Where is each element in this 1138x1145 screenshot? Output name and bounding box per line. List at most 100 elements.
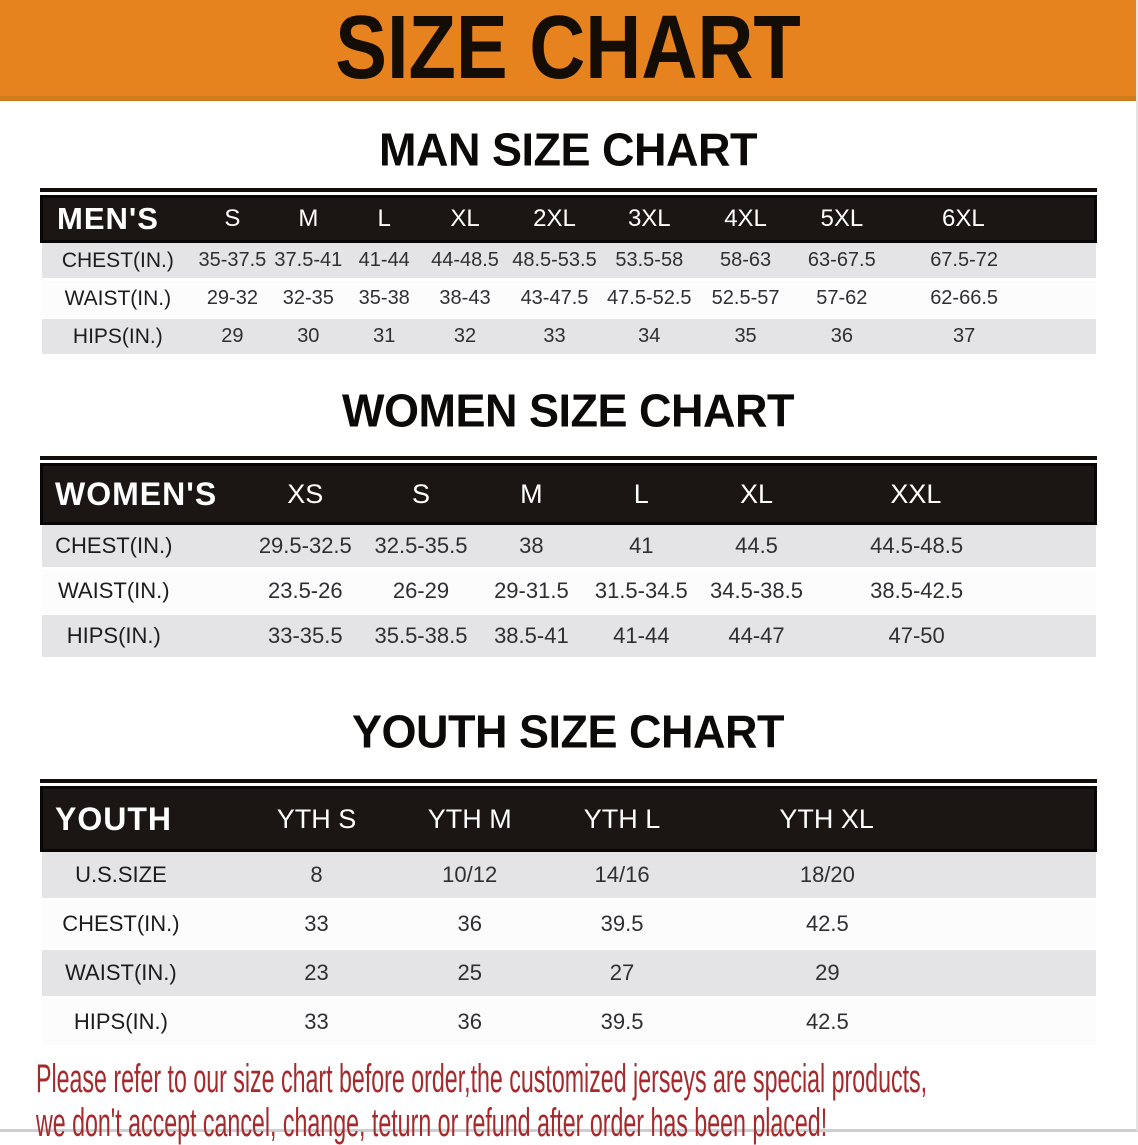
size-value-cell: 29-31.5 (476, 567, 587, 614)
youth-section-heading: YOUTH SIZE CHART (351, 704, 785, 758)
size-column-header: XS (245, 463, 366, 525)
measurement-row: HIPS(IN.) 29 30 31 32 33 34 35 36 37 (41, 316, 1096, 354)
youth-size-table: YOUTH YTH S YTH M YTH L YTH XL U.S.SIZE 8 10/12… (40, 786, 1098, 1045)
size-value-cell: 42.5 (698, 996, 1096, 1045)
size-value-cell: 44.5-48.5 (816, 522, 1096, 569)
measurement-row-label: WAIST(IN.) (41, 278, 195, 318)
size-value-cell: 47-50 (816, 612, 1096, 657)
measurement-row: CHEST(IN.) 33 36 39.5 42.5 (41, 898, 1096, 949)
size-column-header: S (365, 463, 477, 525)
size-value-cell: 34.5-38.5 (696, 567, 817, 614)
measurement-row: WAIST(IN.) 23.5-26 26-29 29-31.5 31.5-34.5 34… (41, 567, 1096, 614)
men-section-heading: MAN SIZE CHART (379, 122, 757, 176)
table-corner-label: YOUTH (40, 786, 240, 852)
women-section-heading: WOMEN SIZE CHART (342, 383, 794, 437)
size-value-cell: 33 (239, 898, 394, 949)
women-size-table-wrap: WOMEN'S XS S M L XL XXL CHEST(IN.) 29.5-32.5 32.5… (40, 456, 1097, 657)
size-value-cell: 58-63 (697, 240, 794, 280)
order-disclaimer: Please refer to our size chart before or… (0, 1057, 1136, 1145)
size-value-cell: 36 (793, 316, 890, 354)
measurement-row-label: CHEST(IN.) (41, 522, 246, 569)
size-value-cell: 41-44 (346, 240, 423, 280)
size-value-cell: 25 (393, 947, 546, 998)
size-value-cell: 57-62 (793, 278, 890, 318)
measurement-row-label: HIPS(IN.) (41, 996, 240, 1045)
size-value-cell: 44-47 (696, 612, 817, 657)
measurement-row-label: HIPS(IN.) (41, 612, 246, 657)
size-value-cell: 29-32 (194, 278, 271, 318)
size-value-cell: 48.5-53.5 (507, 240, 602, 280)
size-value-cell: 23.5-26 (245, 567, 366, 614)
size-value-cell: 31.5-34.5 (586, 567, 697, 614)
measurement-row: HIPS(IN.) 33-35.5 35.5-38.5 38.5-41 41-44 44-… (41, 612, 1096, 657)
size-value-cell: 36 (393, 996, 546, 1045)
size-value-cell: 43-47.5 (507, 278, 602, 318)
measurement-row-label: WAIST(IN.) (41, 567, 246, 614)
size-column-header: M (476, 463, 587, 525)
size-column-header: 3XL (601, 195, 698, 243)
size-value-cell: 38.5-41 (476, 612, 587, 657)
size-value-cell: 27 (545, 947, 699, 998)
size-value-cell: 35-38 (346, 278, 423, 318)
size-value-cell: 39.5 (545, 996, 699, 1045)
measurement-row: U.S.SIZE 8 10/12 14/16 18/20 (41, 849, 1096, 900)
size-value-cell: 8 (239, 849, 394, 900)
size-value-cell: 41-44 (586, 612, 697, 657)
size-value-cell: 37.5-41 (270, 240, 347, 280)
size-value-cell: 34 (601, 316, 698, 354)
table-corner-label: WOMEN'S (40, 463, 246, 525)
measurement-row: CHEST(IN.) 35-37.5 37.5-41 41-44 44-48.5 48.5… (41, 240, 1096, 280)
size-value-cell: 31 (346, 316, 423, 354)
size-value-cell: 39.5 (545, 898, 699, 949)
size-value-cell: 37 (889, 316, 1096, 354)
size-value-cell: 38 (476, 522, 587, 569)
size-value-cell: 33 (507, 316, 602, 354)
size-value-cell: 53.5-58 (601, 240, 698, 280)
size-value-cell: 30 (270, 316, 347, 354)
size-value-cell: 29 (194, 316, 271, 354)
measurement-row-label: CHEST(IN.) (41, 898, 240, 949)
measurement-row-label: CHEST(IN.) (41, 240, 195, 280)
size-value-cell: 35-37.5 (194, 240, 271, 280)
women-size-table: WOMEN'S XS S M L XL XXL CHEST(IN.) 29.5-32.5 32.5… (40, 463, 1097, 657)
size-column-header: YTH L (545, 786, 699, 852)
size-value-cell: 44-48.5 (422, 240, 508, 280)
banner-title: SIZE CHART (335, 0, 801, 98)
size-header-row: YOUTH YTH S YTH M YTH L YTH XL (40, 786, 1098, 852)
measurement-row-label: U.S.SIZE (41, 849, 240, 900)
size-value-cell: 32.5-35.5 (365, 522, 477, 569)
men-size-table-wrap: MEN'S S M L XL 2XL 3XL 4XL 5XL 6XL CHEST(IN.) 35-37… (40, 188, 1097, 354)
size-column-header: YTH XL (698, 786, 1098, 852)
size-column-header: M (270, 195, 347, 243)
disclaimer-line-2: we don't accept cancel, change, teturn o… (36, 1101, 828, 1145)
youth-size-table-wrap: YOUTH YTH S YTH M YTH L YTH XL U.S.SIZE 8 10/12… (40, 779, 1098, 1045)
size-value-cell: 32 (422, 316, 508, 354)
size-value-cell: 23 (239, 947, 394, 998)
size-value-cell: 38-43 (422, 278, 508, 318)
size-column-header: XL (696, 463, 817, 525)
size-value-cell: 47.5-52.5 (601, 278, 698, 318)
table-corner-label: MEN'S (40, 195, 195, 243)
measurement-row: HIPS(IN.) 33 36 39.5 42.5 (41, 996, 1096, 1045)
size-chart-banner: SIZE CHART (0, 0, 1136, 101)
size-value-cell: 63-67.5 (793, 240, 890, 280)
size-column-header: YTH M (393, 786, 546, 852)
size-column-header: L (346, 195, 423, 243)
size-value-cell: 41 (586, 522, 697, 569)
size-value-cell: 26-29 (365, 567, 477, 614)
size-value-cell: 62-66.5 (889, 278, 1096, 318)
size-value-cell: 52.5-57 (697, 278, 794, 318)
size-column-header: L (586, 463, 697, 525)
size-column-header: XL (422, 195, 508, 243)
size-value-cell: 33 (239, 996, 394, 1045)
measurement-row: WAIST(IN.) 23 25 27 29 (41, 947, 1096, 998)
size-value-cell: 32-35 (270, 278, 347, 318)
size-value-cell: 35.5-38.5 (365, 612, 477, 657)
measurement-row-label: WAIST(IN.) (41, 947, 240, 998)
measurement-row: CHEST(IN.) 29.5-32.5 32.5-35.5 38 41 44.5 44.5… (41, 522, 1096, 569)
size-column-header: XXL (816, 463, 1097, 525)
size-value-cell: 29 (698, 947, 1096, 998)
size-column-header: YTH S (239, 786, 394, 852)
size-column-header: 6XL (889, 195, 1097, 243)
measurement-row-label: HIPS(IN.) (41, 316, 195, 354)
